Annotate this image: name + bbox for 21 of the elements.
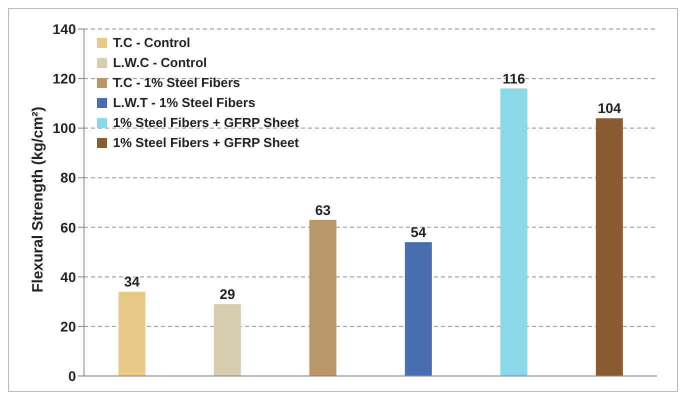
y-tick-label: 120 [52, 70, 76, 87]
y-axis-title: Flexural Strength (kg/cm²) [29, 106, 46, 292]
y-tick-label: 140 [52, 20, 76, 37]
data-label: 104 [598, 100, 622, 116]
y-tick-label: 20 [60, 318, 76, 334]
y-tick-label: 0 [68, 368, 76, 384]
data-label: 63 [315, 202, 331, 218]
data-label: 116 [502, 70, 526, 86]
legend-label: 1% Steel Fibers + GFRP Sheet [113, 114, 299, 132]
y-tick-label: 100 [52, 120, 76, 136]
y-tick-label: 40 [60, 268, 76, 285]
data-label: 34 [124, 274, 140, 290]
legend-label: L.W.C - Control [113, 54, 207, 72]
legend-label: 1% Steel Fibers + GFRP Sheet [113, 134, 299, 152]
data-label: 29 [220, 286, 236, 302]
y-tick-label: 80 [60, 170, 76, 186]
y-tick-label: 60 [60, 219, 76, 236]
legend-label: T.C - Control [113, 34, 190, 52]
legend-label: T.C - 1% Steel Fibers [113, 74, 240, 92]
data-label: 54 [410, 224, 426, 240]
legend-label: L.W.T - 1% Steel Fibers [113, 94, 256, 112]
